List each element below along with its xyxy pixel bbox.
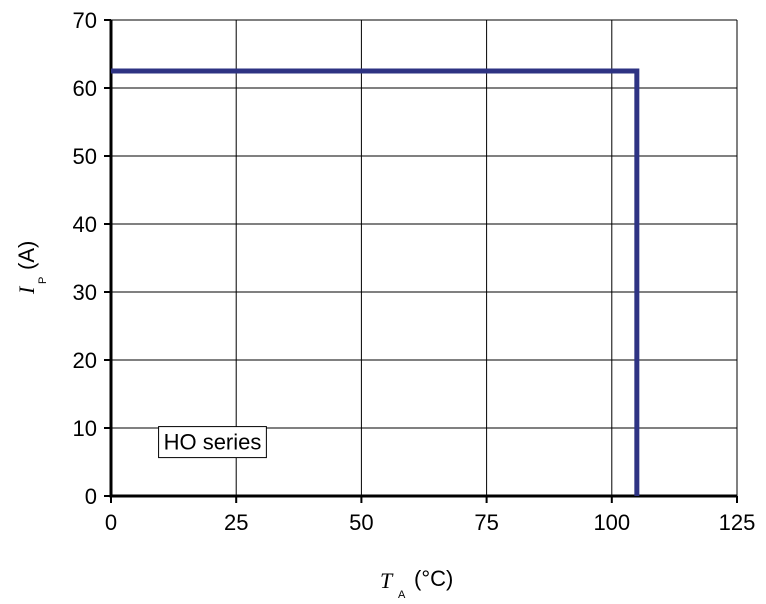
annotation-border: [158, 426, 267, 459]
y-axis-symbol: I: [14, 285, 39, 295]
annotation-label: HO series: [164, 430, 262, 455]
x-axis-title: T A (°C): [380, 566, 453, 601]
y-tick-label-0: 0: [85, 484, 97, 509]
y-tick-label-2: 20: [73, 348, 97, 373]
x-tick-label-4: 100: [593, 510, 630, 535]
x-axis-subscript: A: [398, 589, 406, 601]
x-axis-unit: (°C): [414, 566, 453, 591]
x-tick-label-1: 25: [224, 510, 248, 535]
x-axis-symbol: T: [380, 568, 394, 593]
y-tick-labels: 0 10 20 30 40 50 60 70: [73, 8, 97, 509]
x-tick-labels: 0 25 50 75 100 125: [105, 510, 755, 535]
y-tick-label-7: 70: [73, 8, 97, 33]
y-tick-label-4: 40: [73, 212, 97, 237]
series-layer: [111, 68, 640, 496]
y-tick-label-5: 50: [73, 144, 97, 169]
x-tick-label-3: 75: [474, 510, 498, 535]
annotation-box: HO series: [158, 426, 267, 459]
x-tick-label-5: 125: [719, 510, 756, 535]
y-tick-label-1: 10: [73, 416, 97, 441]
y-tick-label-6: 60: [73, 76, 97, 101]
grid: [111, 19, 738, 496]
y-axis-subscript: P: [37, 277, 49, 284]
x-tick-label-0: 0: [105, 510, 117, 535]
x-tick-label-2: 50: [349, 510, 373, 535]
y-axis-title: I P (A): [14, 241, 49, 295]
axes: [104, 19, 738, 503]
series-line-0: [111, 68, 640, 496]
y-axis-unit: (A): [14, 241, 39, 270]
y-tick-label-3: 30: [73, 280, 97, 305]
